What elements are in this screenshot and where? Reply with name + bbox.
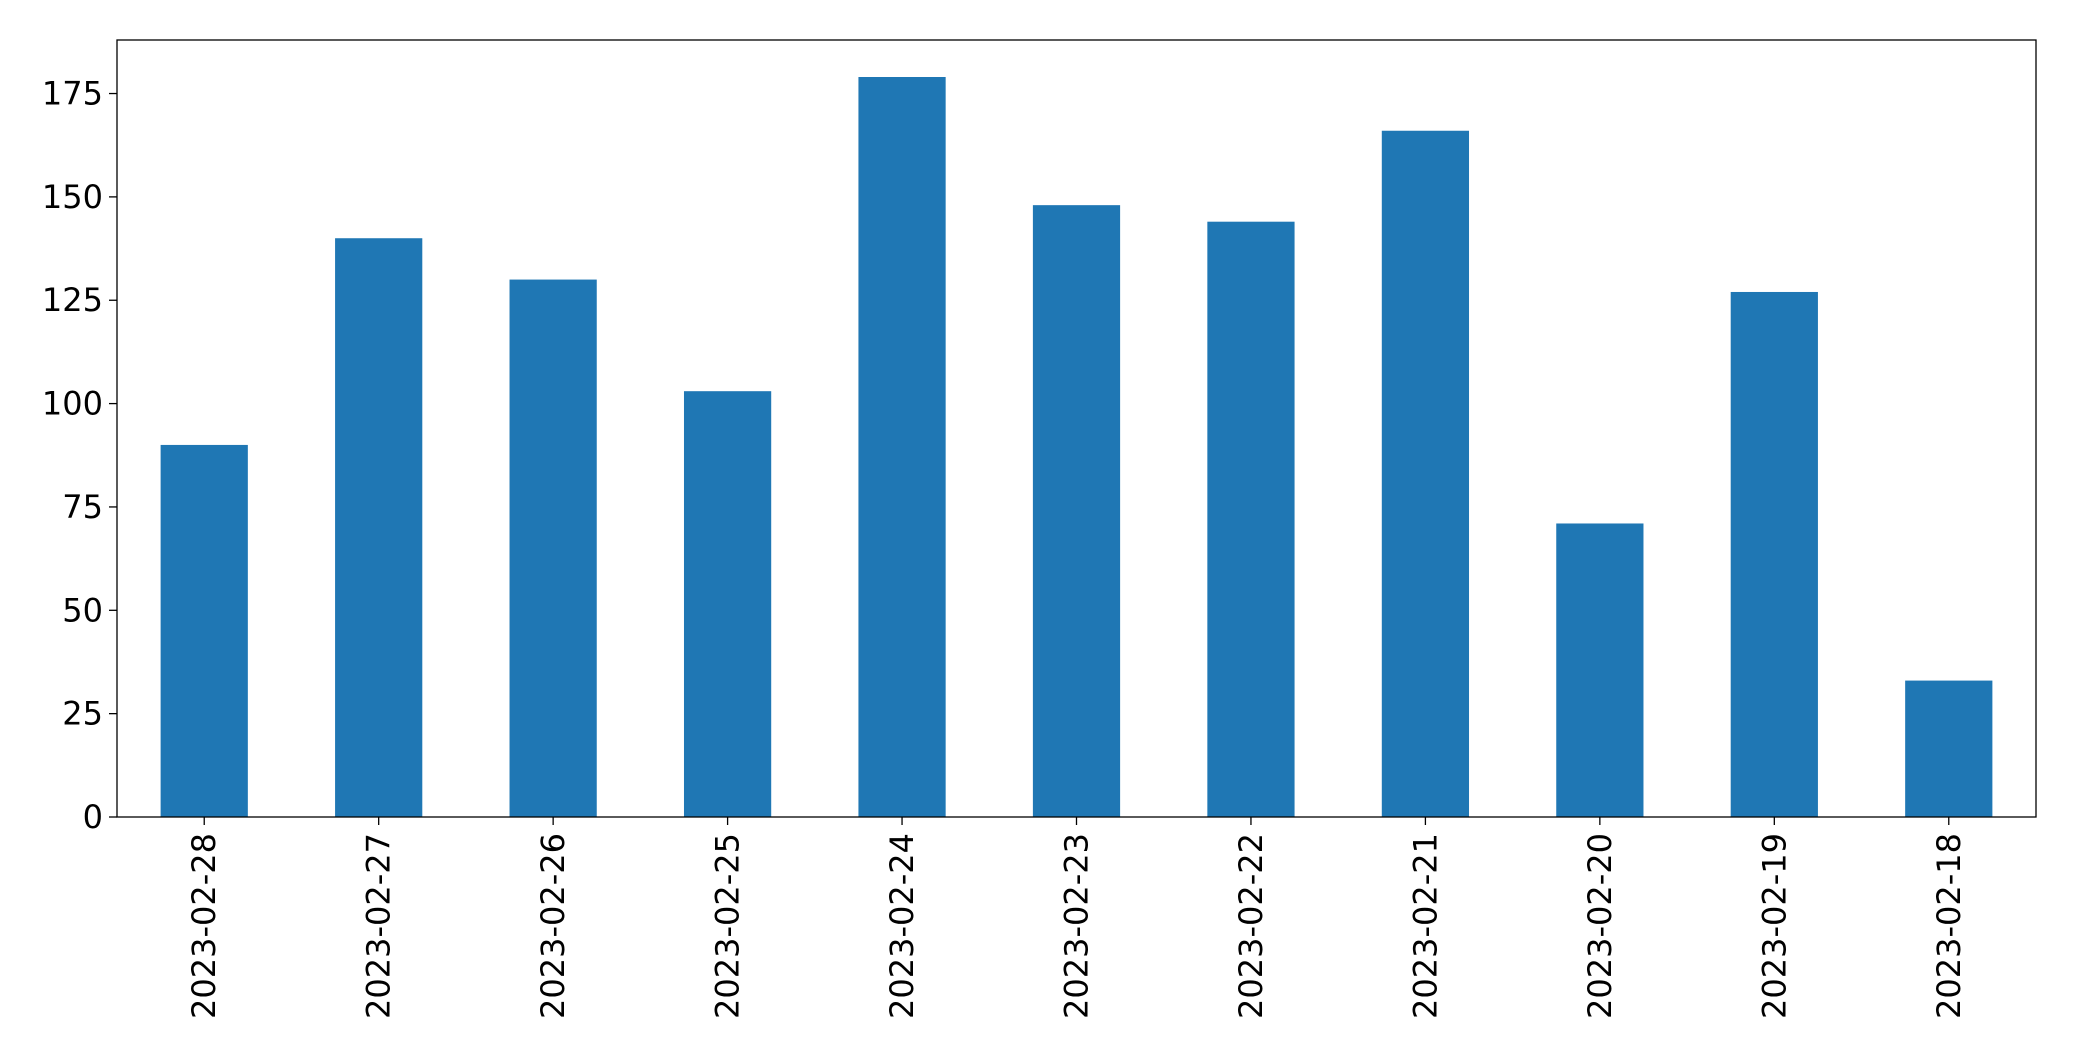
x-tick-label: 2023-02-19 bbox=[1755, 833, 1793, 1019]
y-tick-label: 175 bbox=[42, 75, 103, 113]
y-tick-label: 0 bbox=[83, 798, 103, 836]
y-tick-label: 25 bbox=[62, 695, 103, 733]
plot-frame bbox=[116, 39, 2037, 818]
y-tick-label: 50 bbox=[62, 591, 103, 629]
y-tick-label: 125 bbox=[42, 281, 103, 319]
bar bbox=[509, 279, 597, 817]
y-tick-label: 100 bbox=[42, 385, 103, 423]
x-tick-label: 2023-02-27 bbox=[360, 833, 398, 1019]
x-tick-label: 2023-02-26 bbox=[534, 833, 572, 1019]
bar bbox=[1556, 523, 1644, 817]
x-tick-label: 2023-02-25 bbox=[709, 833, 747, 1019]
y-tick-label: 75 bbox=[62, 488, 103, 526]
bar bbox=[1032, 205, 1121, 817]
x-tick-label: 2023-02-20 bbox=[1581, 833, 1619, 1019]
x-tick-label: 2023-02-22 bbox=[1232, 833, 1270, 1019]
bar bbox=[1905, 680, 1993, 817]
bar bbox=[160, 444, 248, 817]
bar bbox=[683, 391, 772, 817]
y-tick-label: 150 bbox=[42, 178, 103, 216]
bar bbox=[1730, 291, 1818, 818]
x-tick-label: 2023-02-28 bbox=[185, 833, 223, 1019]
x-tick-label: 2023-02-21 bbox=[1406, 833, 1444, 1019]
bar bbox=[858, 77, 946, 817]
x-tick-label: 2023-02-23 bbox=[1058, 833, 1096, 1019]
bar bbox=[1381, 130, 1470, 817]
bar bbox=[335, 238, 423, 817]
x-tick-label: 2023-02-24 bbox=[883, 833, 921, 1019]
bar bbox=[1207, 221, 1295, 817]
x-tick-label: 2023-02-18 bbox=[1930, 833, 1968, 1019]
